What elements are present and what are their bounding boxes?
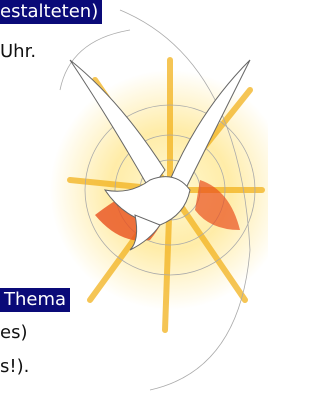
text-line: es) (0, 321, 27, 345)
dove-illustration (0, 0, 268, 396)
highlighted-heading: Thema (0, 288, 70, 312)
text-line: Uhr. (0, 40, 36, 64)
highlighted-heading: estalteten) (0, 0, 102, 24)
text-line: s!). (0, 355, 29, 379)
page: estalteten) Uhr. Thema es) s!). (() => {… (0, 0, 268, 396)
